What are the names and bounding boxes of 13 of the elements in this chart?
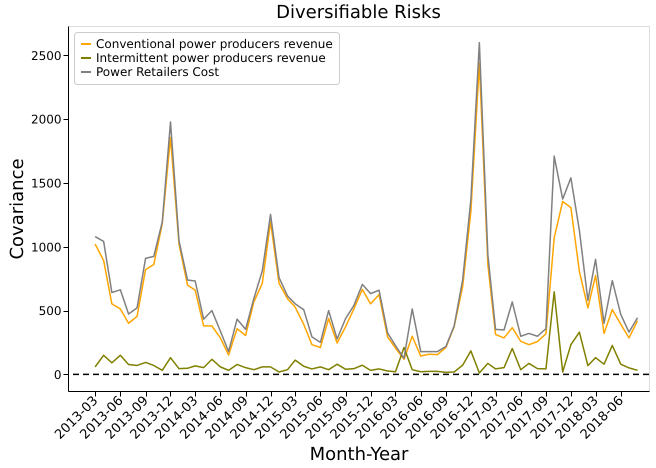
y-tick-label: 1000 — [30, 240, 62, 254]
line-series — [94, 291, 638, 374]
y-tick-label: 2000 — [30, 112, 62, 127]
y-tick-label: 500 — [38, 304, 62, 318]
y-tick-label: 2500 — [30, 48, 62, 63]
chart-title: Diversifiable Risks — [276, 2, 441, 23]
y-tick-label: 1500 — [30, 176, 62, 190]
legend-label: Conventional power producers revenue — [96, 37, 333, 51]
y-tick-label: 0 — [54, 368, 62, 382]
y-axis-title: Covariance — [6, 158, 28, 260]
x-axis-title: Month-Year — [310, 444, 410, 465]
legend-label: Power Retailers Cost — [96, 65, 220, 79]
legend-label: Intermittent power producers revenue — [96, 51, 326, 65]
